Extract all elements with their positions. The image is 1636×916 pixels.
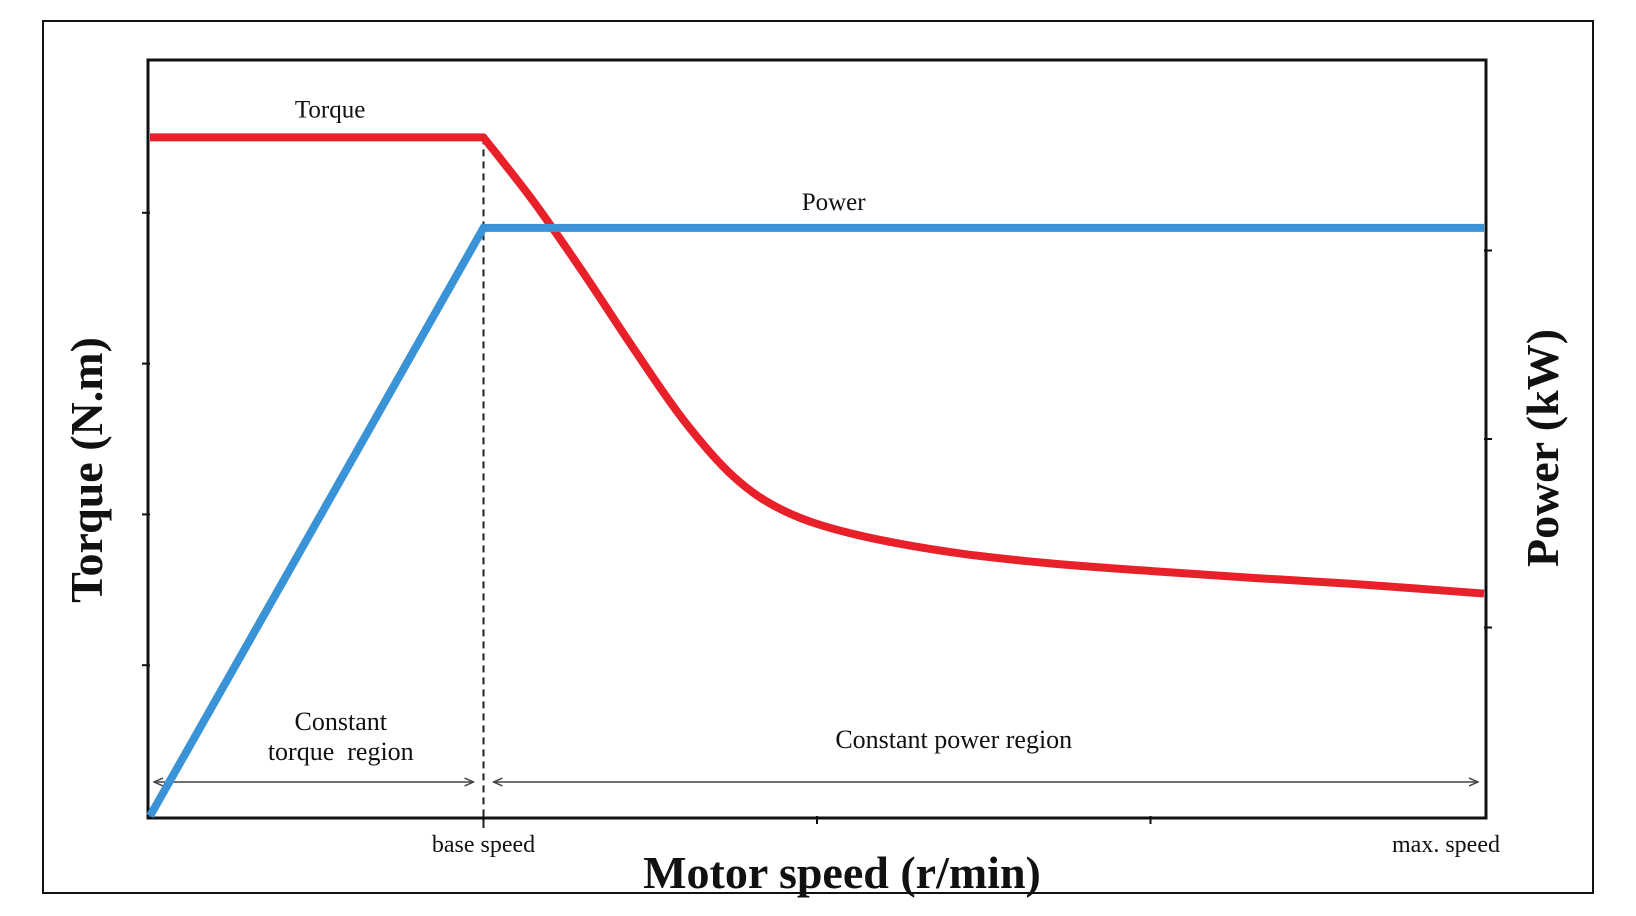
x-tick-label-base-speed: base speed (432, 832, 535, 858)
figure-frame (42, 20, 1594, 894)
x-axis-label: Motor speed (r/min) (643, 847, 1041, 898)
y-axis-label-right: Power (kW) (1517, 329, 1568, 567)
x-tick-label-max-speed: max. speed (1392, 832, 1500, 858)
y-axis-label-left: Torque (N.m) (61, 337, 112, 603)
series-line-torque (150, 133, 1485, 598)
series-label-power: Power (802, 189, 867, 216)
right-axis-ticks (1484, 249, 1492, 629)
annotation-constant-torque-line2: torque region (268, 737, 414, 766)
annotation-constant-torque-line1: Constant (295, 707, 388, 736)
series-label-torque: Torque (295, 96, 365, 123)
plot-area (146, 58, 1488, 820)
series-line-power (146, 223, 1484, 818)
annotation-constant-power: Constant power region (835, 725, 1072, 754)
left-axis-ticks (142, 211, 150, 667)
